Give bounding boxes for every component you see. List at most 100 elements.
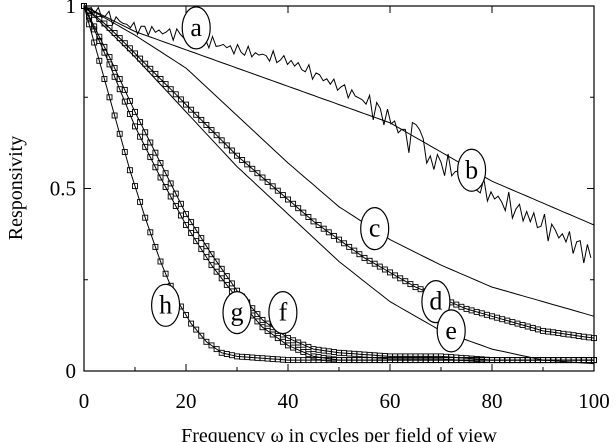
series-d-marker <box>279 192 286 199</box>
series-h <box>81 3 597 364</box>
series-g-marker <box>162 184 169 190</box>
series-d-marker <box>208 127 215 134</box>
series-h-marker <box>91 39 98 46</box>
series-g-marker <box>126 111 133 117</box>
series-d-marker <box>300 209 307 216</box>
series-d-marker <box>346 243 353 250</box>
curve-tag-text: h <box>159 290 172 319</box>
series-d-marker <box>193 111 200 118</box>
curve-tag-ellipse <box>436 309 466 353</box>
y-tick-label: 0.5 <box>50 177 76 201</box>
series-h-marker <box>157 258 164 265</box>
curve-tag-text: a <box>190 13 202 42</box>
series-h-marker <box>152 243 159 250</box>
series-d-marker <box>320 225 327 232</box>
series-g-marker <box>147 154 154 161</box>
series-f-marker <box>96 33 103 40</box>
x-tick-label: 60 <box>380 389 401 413</box>
curve-tag-ellipse <box>360 207 390 251</box>
series-d-marker <box>336 236 342 243</box>
series-h-marker <box>208 342 215 349</box>
x-tick-label: 40 <box>278 389 299 413</box>
x-tick-label: 0 <box>79 389 90 413</box>
series-d-marker <box>167 86 174 93</box>
series-h-marker <box>162 270 169 277</box>
curve-tag-ellipse <box>151 283 181 327</box>
series-d-marker <box>341 240 348 247</box>
series-g-marker <box>223 281 230 288</box>
series-h-marker <box>106 94 113 101</box>
series-d-marker <box>264 178 271 185</box>
series-h-marker <box>188 320 195 327</box>
series-d-marker <box>295 205 302 212</box>
series-h-marker <box>101 76 108 82</box>
series-d-marker <box>274 187 281 194</box>
series-d-marker <box>356 251 363 258</box>
series-g-marker <box>218 275 225 282</box>
series-c-line <box>83 5 595 317</box>
x-axis-title: Frequency ω in cycles per field of view <box>181 425 497 442</box>
series-g-marker <box>183 222 189 228</box>
series-g-marker <box>213 268 220 275</box>
series-e-line <box>83 5 595 365</box>
series-g-marker <box>111 73 118 80</box>
series-d-marker <box>234 152 240 159</box>
series-d-marker <box>223 142 230 149</box>
series-d-marker <box>152 70 159 77</box>
series-f-marker <box>264 320 271 327</box>
series-h-marker <box>126 167 133 174</box>
series-d-marker <box>591 335 597 342</box>
series-d-marker <box>172 91 179 98</box>
x-tick-label: 20 <box>176 389 197 413</box>
series-g-marker <box>167 193 174 200</box>
curve-tag-d: d <box>421 280 451 324</box>
series-a <box>83 5 595 226</box>
series-g-marker <box>91 26 98 33</box>
axis-ticks: 0 20 40 60 80 100 0 0.5 1 <box>50 0 610 413</box>
series-e <box>83 5 595 365</box>
y-tick-label: 1 <box>66 0 77 18</box>
series-d-marker <box>325 229 332 236</box>
series-d-marker <box>121 40 128 47</box>
curve-tag-text: f <box>279 298 288 327</box>
series-d-marker <box>218 137 225 144</box>
curve-tag-f: f <box>268 291 298 335</box>
curve-tag-c: c <box>360 207 390 251</box>
series-d-marker <box>315 222 322 228</box>
series-h-marker <box>142 214 149 221</box>
series-d-marker <box>351 247 358 254</box>
series-g-marker <box>193 238 200 245</box>
series-g-marker <box>152 164 159 171</box>
series-d-marker <box>387 269 393 276</box>
series-d-marker <box>137 55 144 62</box>
curve-tag-text: b <box>465 155 478 184</box>
series-d-marker <box>132 50 138 57</box>
series-g-marker <box>259 324 266 331</box>
curve-tag-a: a <box>181 6 211 50</box>
series-g-marker <box>274 335 281 342</box>
series-h-marker <box>111 112 118 119</box>
series-h-marker <box>86 21 93 28</box>
curve-tag-ellipse <box>181 6 211 50</box>
curve-tag-h: h <box>151 283 181 327</box>
series-f-marker <box>152 149 159 156</box>
series-b <box>83 3 592 264</box>
series-f-marker <box>147 139 154 146</box>
y-axis-title: Responsivity <box>5 136 27 240</box>
series-d-marker <box>290 200 297 207</box>
series-g-marker <box>86 14 93 21</box>
series-d-marker <box>330 232 337 239</box>
series-g-marker <box>254 318 261 325</box>
series-d-marker <box>259 174 266 181</box>
series-g-marker <box>137 133 144 140</box>
series-g-marker <box>269 331 276 338</box>
y-tick-label: 0 <box>66 359 77 383</box>
curve-tag-text: c <box>369 214 381 243</box>
series-g-marker <box>264 327 271 334</box>
series-h-marker <box>121 149 128 155</box>
series-g-marker <box>101 49 108 56</box>
series-c <box>83 5 595 317</box>
curve-tag-text: d <box>429 287 442 316</box>
series-h-line <box>83 5 594 361</box>
series-h-marker <box>591 357 597 364</box>
